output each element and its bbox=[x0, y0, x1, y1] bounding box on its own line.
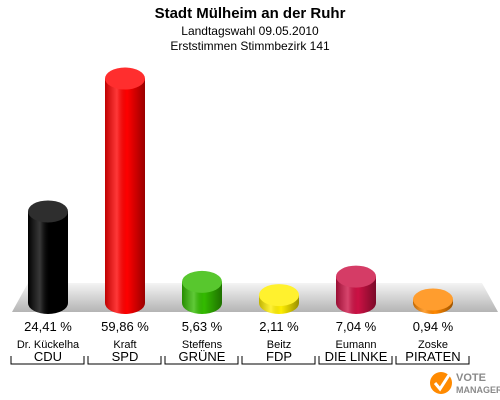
party-bracket bbox=[318, 356, 393, 365]
chart-title: Stadt Mülheim an der Ruhr bbox=[154, 5, 346, 22]
value-label: 0,94 % bbox=[413, 319, 454, 334]
candidate-label: Eumann bbox=[336, 339, 377, 351]
bar-fdp bbox=[259, 284, 299, 314]
candidate-label: Steffens bbox=[182, 339, 223, 351]
vote-manager-logo: VOTE MANAGER bbox=[430, 372, 500, 395]
party-bracket bbox=[241, 356, 316, 365]
party-bracket bbox=[164, 356, 239, 365]
checkmark-ballot-icon bbox=[430, 372, 452, 394]
candidate-label: Kraft bbox=[113, 339, 136, 351]
party-label: PIRATEN bbox=[405, 349, 460, 364]
bar-gr-ne bbox=[182, 270, 222, 314]
bar-spd bbox=[105, 67, 145, 315]
candidate-label: Zoske bbox=[418, 339, 448, 351]
bar-cdu bbox=[28, 200, 68, 314]
value-label: 2,11 % bbox=[259, 319, 299, 334]
party-bracket bbox=[87, 356, 162, 365]
bar-piraten bbox=[413, 288, 453, 314]
party-label: SPD bbox=[112, 349, 139, 364]
value-label: 59,86 % bbox=[101, 319, 149, 334]
party-label: CDU bbox=[34, 349, 62, 364]
candidate-label: Beitz bbox=[267, 339, 291, 351]
logo-line-2: MANAGER bbox=[456, 385, 500, 395]
party-label: FDP bbox=[266, 349, 292, 364]
chart-subtitle-election: Landtagswahl 09.05.2010 bbox=[181, 24, 319, 38]
bar-die-linke bbox=[336, 265, 376, 314]
candidate-label: Dr. Kückelha bbox=[17, 339, 80, 351]
party-bracket bbox=[395, 356, 470, 365]
party-bracket bbox=[10, 356, 85, 365]
chart-subtitle-district: Erststimmen Stimmbezirk 141 bbox=[170, 39, 330, 53]
party-label: DIE LINKE bbox=[325, 349, 388, 364]
value-label: 24,41 % bbox=[24, 319, 72, 334]
party-label: GRÜNE bbox=[179, 349, 226, 364]
logo-line-1: VOTE bbox=[456, 372, 486, 384]
value-label: 7,04 % bbox=[336, 319, 377, 334]
value-label: 5,63 % bbox=[182, 319, 223, 334]
